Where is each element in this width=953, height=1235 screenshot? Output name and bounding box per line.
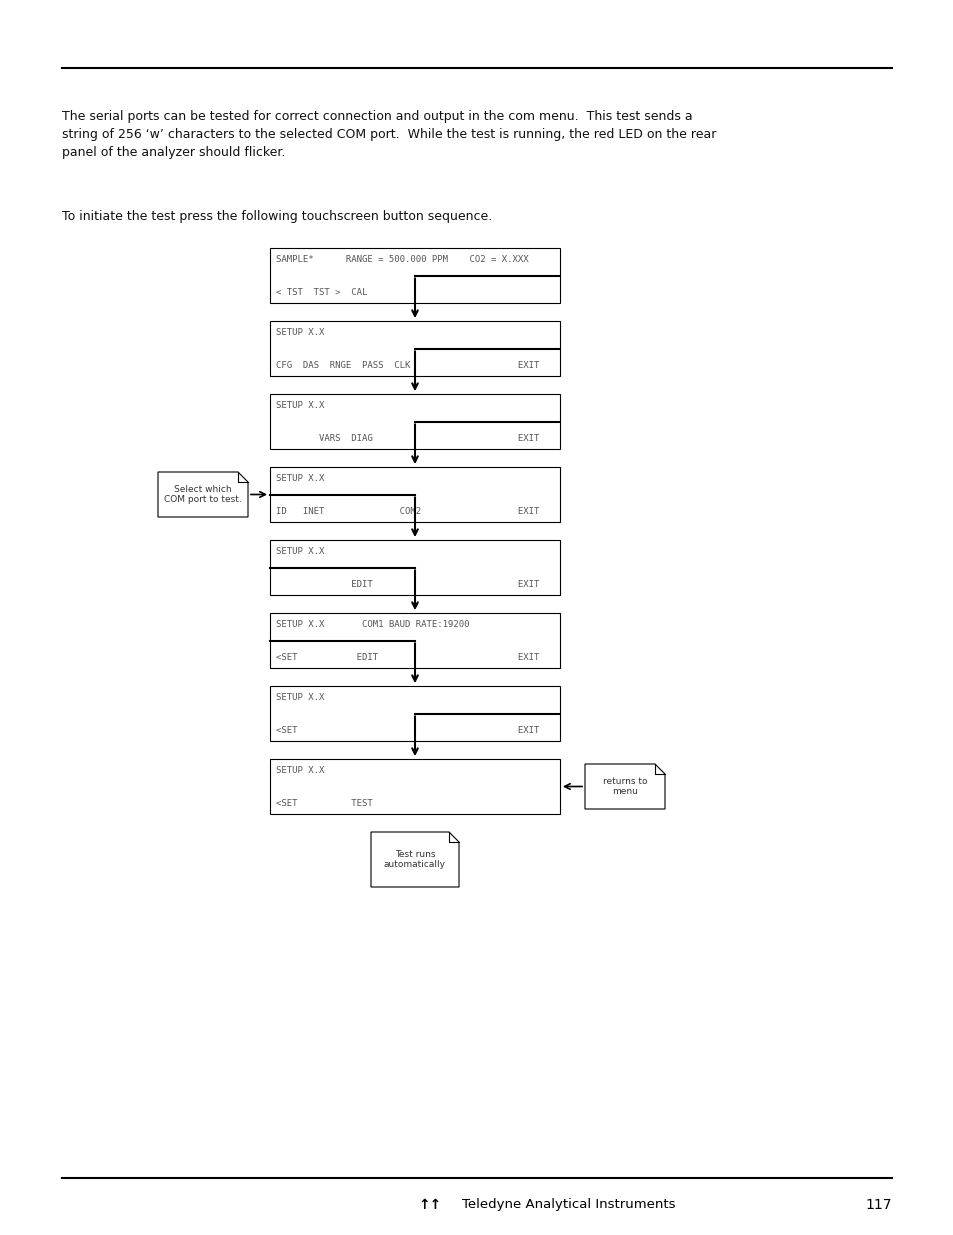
Text: SETUP X.X       COM1 BAUD RATE:19200: SETUP X.X COM1 BAUD RATE:19200 (275, 620, 469, 629)
Text: ID   INET              COM2                  EXIT: ID INET COM2 EXIT (275, 508, 538, 516)
Text: SETUP X.X: SETUP X.X (275, 547, 324, 556)
Text: < TST  TST >  CAL: < TST TST > CAL (275, 288, 367, 296)
Text: SAMPLE*      RANGE = 500.000 PPM    CO2 = X.XXX: SAMPLE* RANGE = 500.000 PPM CO2 = X.XXX (275, 254, 528, 264)
Text: ↑↑: ↑↑ (418, 1198, 441, 1212)
Bar (270, 321, 559, 375)
Text: SETUP X.X: SETUP X.X (275, 693, 324, 701)
Text: <SET           EDIT                          EXIT: <SET EDIT EXIT (275, 653, 538, 662)
Text: CFG  DAS  RNGE  PASS  CLK                    EXIT: CFG DAS RNGE PASS CLK EXIT (275, 361, 538, 370)
Text: SETUP X.X: SETUP X.X (275, 474, 324, 483)
Bar (270, 540, 559, 595)
Text: The serial ports can be tested for correct connection and output in the com menu: The serial ports can be tested for corre… (62, 110, 716, 159)
Bar (270, 613, 559, 668)
Polygon shape (584, 764, 664, 809)
Text: SETUP X.X: SETUP X.X (275, 766, 324, 776)
Text: Select which
COM port to test.: Select which COM port to test. (164, 485, 242, 504)
Bar (270, 685, 559, 741)
Bar (270, 760, 559, 814)
Text: Test runs
automatically: Test runs automatically (384, 850, 446, 869)
Text: SETUP X.X: SETUP X.X (275, 401, 324, 410)
Bar (270, 394, 559, 450)
Polygon shape (158, 472, 248, 517)
Text: Teledyne Analytical Instruments: Teledyne Analytical Instruments (461, 1198, 675, 1212)
Text: EDIT                           EXIT: EDIT EXIT (275, 580, 538, 589)
Text: To initiate the test press the following touchscreen button sequence.: To initiate the test press the following… (62, 210, 492, 224)
Bar (270, 467, 559, 522)
Polygon shape (371, 832, 458, 887)
Bar (270, 248, 559, 303)
Text: returns to
menu: returns to menu (602, 777, 646, 797)
Text: <SET                                         EXIT: <SET EXIT (275, 726, 538, 735)
Text: <SET          TEST: <SET TEST (275, 799, 373, 808)
Text: VARS  DIAG                           EXIT: VARS DIAG EXIT (275, 433, 538, 443)
Text: SETUP X.X: SETUP X.X (275, 329, 324, 337)
Text: 117: 117 (864, 1198, 891, 1212)
